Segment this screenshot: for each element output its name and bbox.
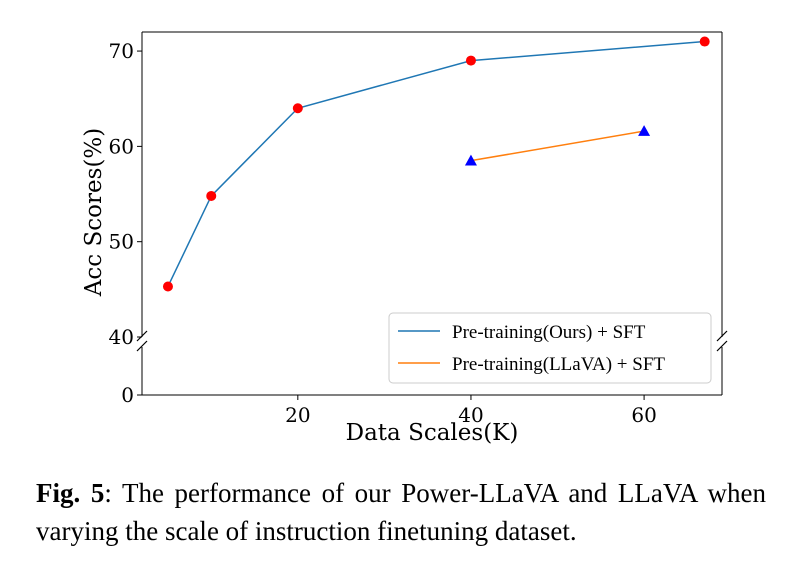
axis-break-mark xyxy=(136,330,148,342)
upper-plot-frame xyxy=(141,31,723,337)
y-tick-label: 60 xyxy=(109,134,134,158)
y-tick-label: 70 xyxy=(109,39,134,63)
axis-break-marks xyxy=(136,330,728,352)
x-tick-label: 40 xyxy=(458,403,483,427)
y-axis-label: Acc Scores(%) xyxy=(81,128,107,297)
y-tick-label: 50 xyxy=(109,230,134,254)
data-point xyxy=(638,125,651,136)
data-point xyxy=(699,36,710,47)
x-tick-label: 60 xyxy=(631,403,656,427)
series-line-0 xyxy=(167,40,705,287)
lower-plot-frame xyxy=(141,347,723,396)
legend: Pre-training(Ours) + SFT Pre-training(LL… xyxy=(388,312,712,384)
data-point xyxy=(292,103,303,114)
legend-label-llava: Pre-training(LLaVA) + SFT xyxy=(452,354,665,375)
axis-ticks: 40 50 60 70 0 20 40 60 xyxy=(109,39,657,427)
series-line-1 xyxy=(470,130,645,162)
caption-text: : The performance of our Power-LLaVA and… xyxy=(36,478,766,546)
y-tick-label: 0 xyxy=(121,383,134,407)
axis-break-mark xyxy=(136,340,148,352)
axis-break-mark xyxy=(716,340,728,352)
data-point xyxy=(162,281,173,292)
legend-label-ours: Pre-training(Ours) + SFT xyxy=(452,322,646,343)
data-point xyxy=(464,154,477,166)
data-point xyxy=(465,55,476,66)
chart: 40 50 60 70 0 20 40 60 Pre-training(Ours) + SFT… xyxy=(81,31,728,446)
y-tick-label: 40 xyxy=(109,325,134,349)
axis-break-mark xyxy=(716,330,728,342)
data-point xyxy=(206,190,217,201)
series-layer xyxy=(162,36,710,292)
legend-box xyxy=(388,312,712,384)
figure-caption: Fig. 5: The performance of our Power-LLa… xyxy=(36,474,766,550)
x-tick-label: 20 xyxy=(285,403,310,427)
caption-label: Fig. 5 xyxy=(36,478,105,508)
x-axis-label: Data Scales(K) xyxy=(346,420,519,446)
